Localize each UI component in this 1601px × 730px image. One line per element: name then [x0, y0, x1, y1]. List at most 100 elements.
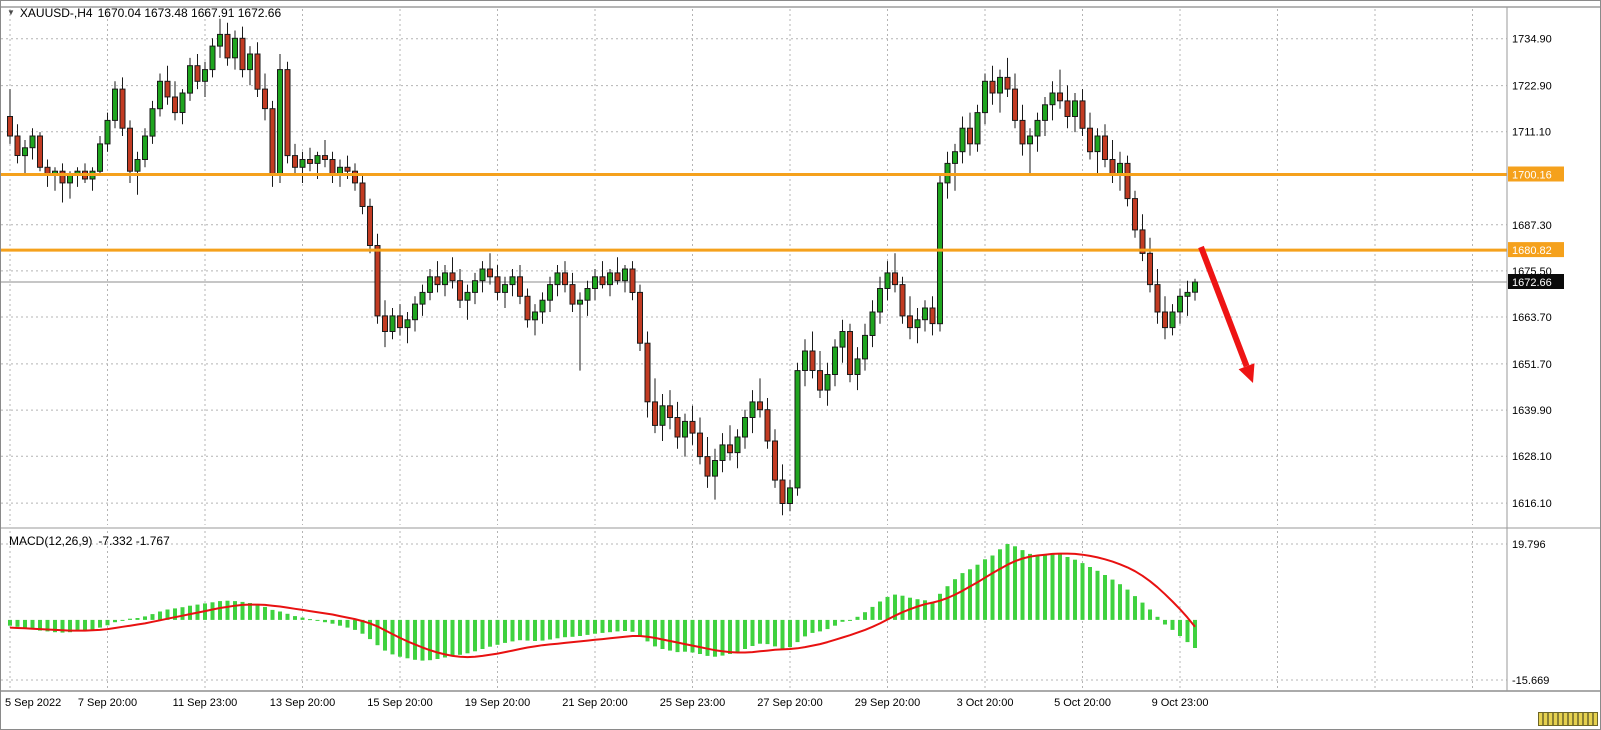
- macd-bar: [458, 619, 462, 655]
- macd-bar: [638, 619, 642, 636]
- candle: [509, 269, 516, 297]
- price-tick-label: 1651.70: [1512, 359, 1552, 371]
- macd-bar: [68, 619, 72, 633]
- macd-bar: [30, 619, 35, 630]
- trend-arrow[interactable]: [1198, 245, 1250, 368]
- macd-bar: [248, 603, 252, 620]
- candle: [607, 269, 613, 297]
- time-axis[interactable]: 5 Sep 2022 7 Sep 20:00 11 Sep 23:00 13 Sep …: [5, 697, 1208, 709]
- candle: [104, 112, 111, 152]
- candle: [209, 38, 216, 78]
- h-scrollbar-thumb[interactable]: [1538, 712, 1598, 726]
- macd-bar: [788, 619, 792, 648]
- candle: [194, 54, 201, 90]
- candle: [1132, 190, 1138, 238]
- macd-bar: [863, 612, 867, 620]
- macd-bar: [1020, 550, 1025, 620]
- candle: [14, 124, 21, 164]
- candle: [1087, 112, 1093, 160]
- time-tick-label: 25 Sep 23:00: [660, 697, 725, 709]
- macd-bar: [975, 564, 980, 620]
- time-tick-label: 7 Sep 20:00: [78, 697, 137, 709]
- candle: [254, 42, 261, 97]
- macd-bar: [990, 555, 995, 620]
- candle: [577, 292, 583, 371]
- candle: [1102, 124, 1108, 168]
- candle: [922, 300, 928, 332]
- macd-bar: [128, 618, 132, 620]
- price-chart-canvas[interactable]: [1, 9, 1507, 525]
- macd-bar: [735, 619, 740, 653]
- macd-bar: [540, 619, 545, 641]
- macd-bar: [803, 619, 807, 637]
- candle: [877, 276, 883, 324]
- macd-bar: [885, 596, 890, 620]
- macd-header: MACD(12,26,9) -7.332 -1.767: [9, 534, 170, 548]
- macd-bar: [263, 606, 267, 620]
- macd-bar: [900, 595, 905, 620]
- candle: [202, 61, 208, 97]
- candle: [592, 269, 598, 301]
- candle: [937, 175, 943, 332]
- chevron-down-icon[interactable]: ▼: [7, 8, 15, 17]
- macd-bar: [915, 599, 920, 620]
- macd-bar: [1133, 596, 1137, 620]
- macd-bar: [818, 619, 822, 632]
- macd-bar: [1088, 567, 1092, 620]
- macd-bar: [1080, 563, 1085, 620]
- macd-bar: [23, 619, 27, 629]
- macd-bar: [488, 619, 492, 647]
- candle: [854, 347, 861, 391]
- macd-bar: [1193, 619, 1197, 648]
- candle: [1177, 288, 1183, 324]
- candle: [704, 437, 711, 488]
- macd-bar: [210, 602, 215, 620]
- candle: [262, 73, 268, 121]
- macd-bar: [878, 601, 882, 620]
- macd-bar: [960, 573, 965, 620]
- price-axis[interactable]: 1734.901722.901711.101687.301675.501663.…: [1508, 34, 1564, 510]
- macd-bar: [390, 619, 395, 655]
- candle: [1072, 93, 1078, 133]
- macd-bar: [833, 619, 837, 626]
- candle: [824, 362, 831, 406]
- macd-bar: [585, 619, 590, 635]
- candle: [502, 276, 508, 308]
- macd-bar: [855, 616, 860, 620]
- trend-arrow-head[interactable]: [1238, 363, 1255, 383]
- candle: [734, 429, 741, 469]
- candle: [1012, 73, 1018, 129]
- macd-bar: [300, 617, 305, 620]
- macd-bar: [1058, 554, 1062, 620]
- macd-bar: [293, 616, 297, 620]
- level-price-tag: [1508, 166, 1564, 182]
- macd-bar: [713, 619, 717, 657]
- candle: [719, 433, 726, 473]
- macd-bar: [465, 619, 470, 654]
- macd-bar: [8, 619, 12, 626]
- candle: [1004, 57, 1011, 97]
- candle: [997, 69, 1003, 113]
- candle: [29, 128, 36, 160]
- candle: [284, 61, 291, 164]
- macd-bar: [668, 619, 672, 651]
- candle: [404, 312, 411, 344]
- candle: [757, 378, 763, 418]
- candle: [562, 261, 568, 293]
- candle: [464, 284, 471, 320]
- candle: [772, 429, 778, 488]
- macd-bar: [630, 619, 635, 632]
- candle: [1154, 269, 1161, 324]
- macd-bar: [330, 619, 335, 624]
- candle: [697, 417, 703, 465]
- candle: [217, 18, 223, 58]
- chart-header: ▼ XAUUSD-,H4 1670.04 1673.48 1667.91 167…: [7, 6, 281, 20]
- macd-indicator-values: -7.332 -1.767: [98, 534, 170, 548]
- candle: [7, 89, 13, 144]
- macd-bar: [405, 619, 410, 659]
- price-tick-label: 1722.90: [1512, 81, 1552, 93]
- macd-bar: [600, 619, 605, 633]
- macd-bar: [705, 619, 710, 656]
- candle: [397, 304, 403, 336]
